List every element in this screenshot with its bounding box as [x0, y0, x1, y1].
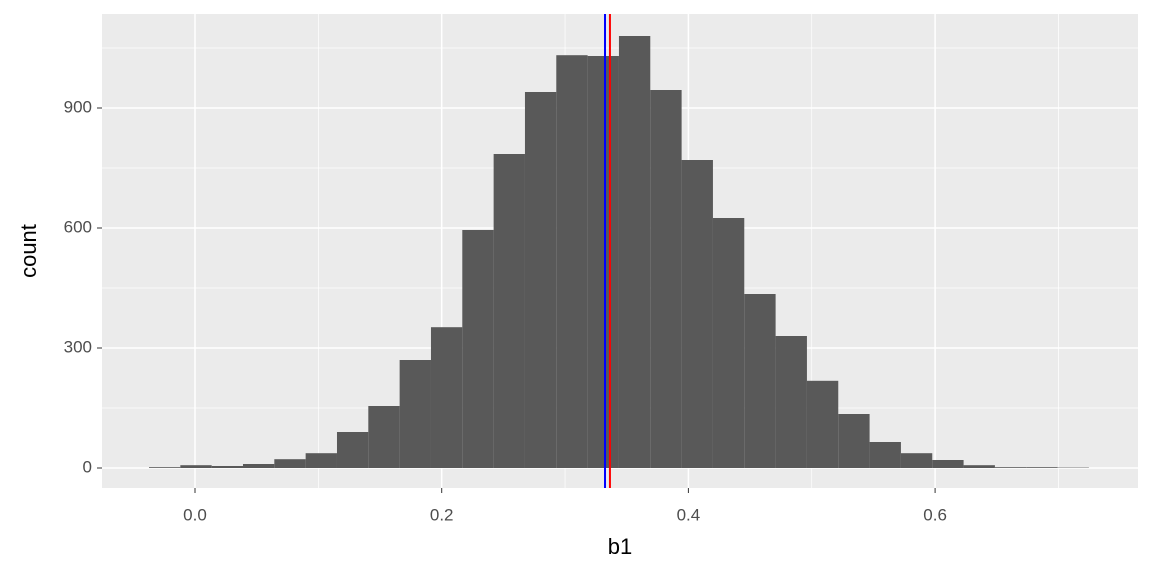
bar	[242, 464, 275, 468]
x-axis-title: b1	[608, 534, 632, 559]
y-tick-label: 300	[64, 337, 92, 356]
x-tick-label: 0.6	[923, 505, 947, 524]
bar	[681, 160, 713, 468]
bar	[274, 459, 306, 468]
bar	[211, 466, 243, 468]
y-axis-title: count	[16, 224, 41, 278]
bar	[932, 460, 964, 468]
bar	[524, 92, 557, 468]
bar	[399, 360, 431, 468]
x-tick-label: 0.0	[183, 505, 207, 524]
bar	[744, 294, 776, 468]
bar	[305, 453, 337, 468]
bar	[336, 432, 369, 468]
x-tick-label: 0.2	[430, 505, 454, 524]
bar	[430, 327, 463, 468]
bar	[838, 414, 870, 468]
x-tick-label: 0.4	[677, 505, 701, 524]
bar	[806, 380, 839, 468]
bar	[994, 467, 1027, 468]
bar	[493, 154, 525, 468]
bar	[775, 336, 807, 468]
bar	[963, 465, 995, 468]
bar	[1026, 467, 1058, 468]
bar	[712, 218, 745, 468]
bar	[368, 406, 400, 468]
bar	[587, 56, 619, 468]
y-tick-label: 0	[83, 457, 92, 476]
bar	[618, 36, 651, 468]
bar	[180, 465, 212, 468]
bar	[900, 453, 933, 468]
bar	[148, 467, 181, 468]
bar	[869, 442, 901, 468]
y-tick-label: 900	[64, 97, 92, 116]
y-tick-label: 600	[64, 217, 92, 236]
bar	[556, 55, 588, 468]
bar	[462, 230, 494, 468]
bar	[650, 90, 682, 468]
